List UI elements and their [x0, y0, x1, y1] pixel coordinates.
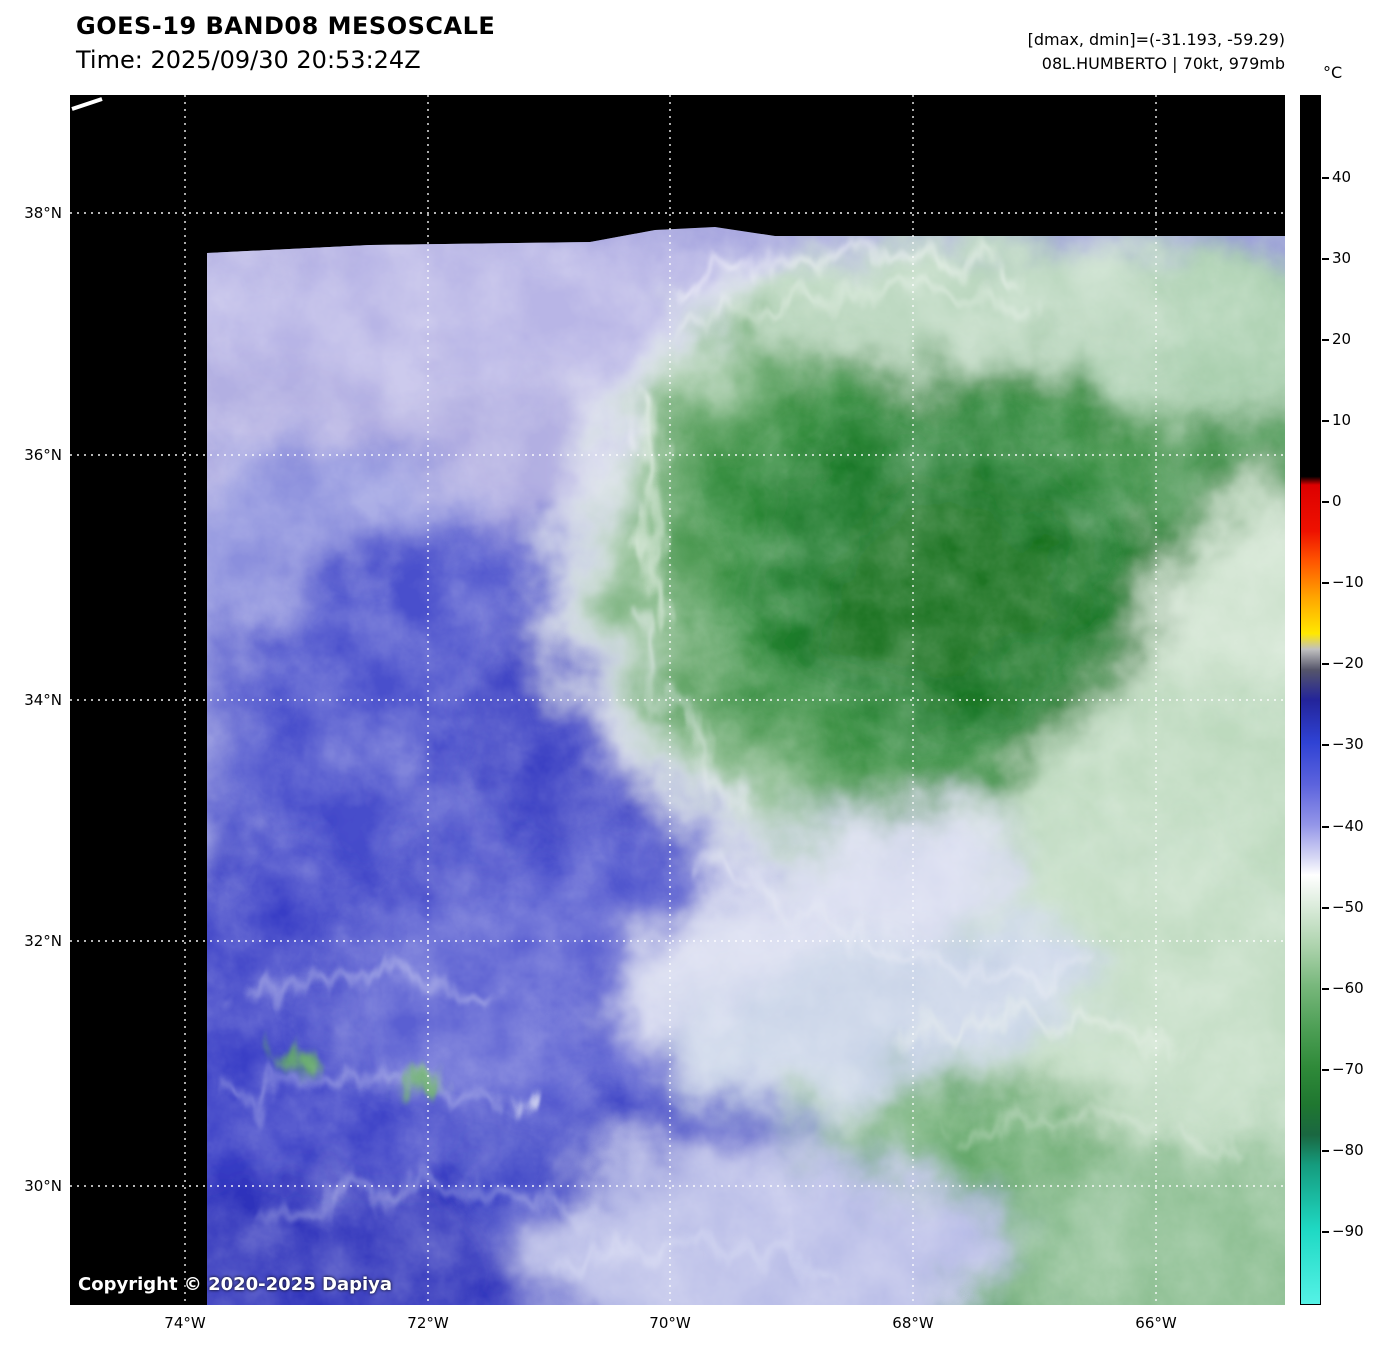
- colorbar-unit-label: °C: [1323, 63, 1343, 82]
- colorbar-tick-label: −40: [1332, 817, 1364, 835]
- colorbar-tick-label: −90: [1332, 1222, 1364, 1240]
- lon-tick-label: 72°W: [407, 1314, 449, 1332]
- colorbar-tick-label: −20: [1332, 654, 1364, 672]
- lon-tick-label: 74°W: [164, 1314, 206, 1332]
- lon-tick-label: 70°W: [649, 1314, 691, 1332]
- copyright-label: Copyright © 2020-2025 Dapiya: [78, 1274, 393, 1295]
- lat-tick-label: 32°N: [24, 932, 62, 950]
- colorbar-tick-label: 40: [1332, 168, 1352, 186]
- satellite-data-region: [207, 227, 1285, 1305]
- lat-tick-label: 38°N: [24, 204, 62, 222]
- satellite-image: [70, 95, 1285, 1305]
- colorbar-tick-label: −50: [1332, 898, 1364, 916]
- figure-timestamp: Time: 2025/09/30 20:53:24Z: [76, 46, 421, 74]
- storm-info: 08L.HUMBERTO | 70kt, 979mb: [1041, 54, 1285, 73]
- lon-tick-label: 68°W: [892, 1314, 934, 1332]
- colorbar-tick-label: −80: [1332, 1141, 1364, 1159]
- colorbar-tick-label: −30: [1332, 735, 1364, 753]
- colorbar-tick-label: 20: [1332, 330, 1352, 348]
- colorbar-tick-label: −60: [1332, 979, 1364, 997]
- lat-tick-label: 34°N: [24, 691, 62, 709]
- corner-artifact: [71, 97, 103, 111]
- colorbar-tick-label: 0: [1332, 492, 1342, 510]
- colorbar-tick-label: 10: [1332, 411, 1352, 429]
- grid-lines: [70, 95, 1285, 1305]
- figure-title: GOES-19 BAND08 MESOSCALE: [76, 12, 496, 40]
- colorbar-tick-label: −10: [1332, 573, 1364, 591]
- colorbar-tick-label: 30: [1332, 249, 1352, 267]
- lat-tick-label: 36°N: [24, 446, 62, 464]
- colorbar-tick-label: −70: [1332, 1060, 1364, 1078]
- lon-tick-label: 66°W: [1135, 1314, 1177, 1332]
- colorbar: [1300, 95, 1321, 1305]
- dmax-dmin-readout: [dmax, dmin]=(-31.193, -59.29): [1027, 30, 1285, 49]
- satellite-map: Copyright © 2020-2025 Dapiya: [70, 95, 1285, 1305]
- lat-tick-label: 30°N: [24, 1177, 62, 1195]
